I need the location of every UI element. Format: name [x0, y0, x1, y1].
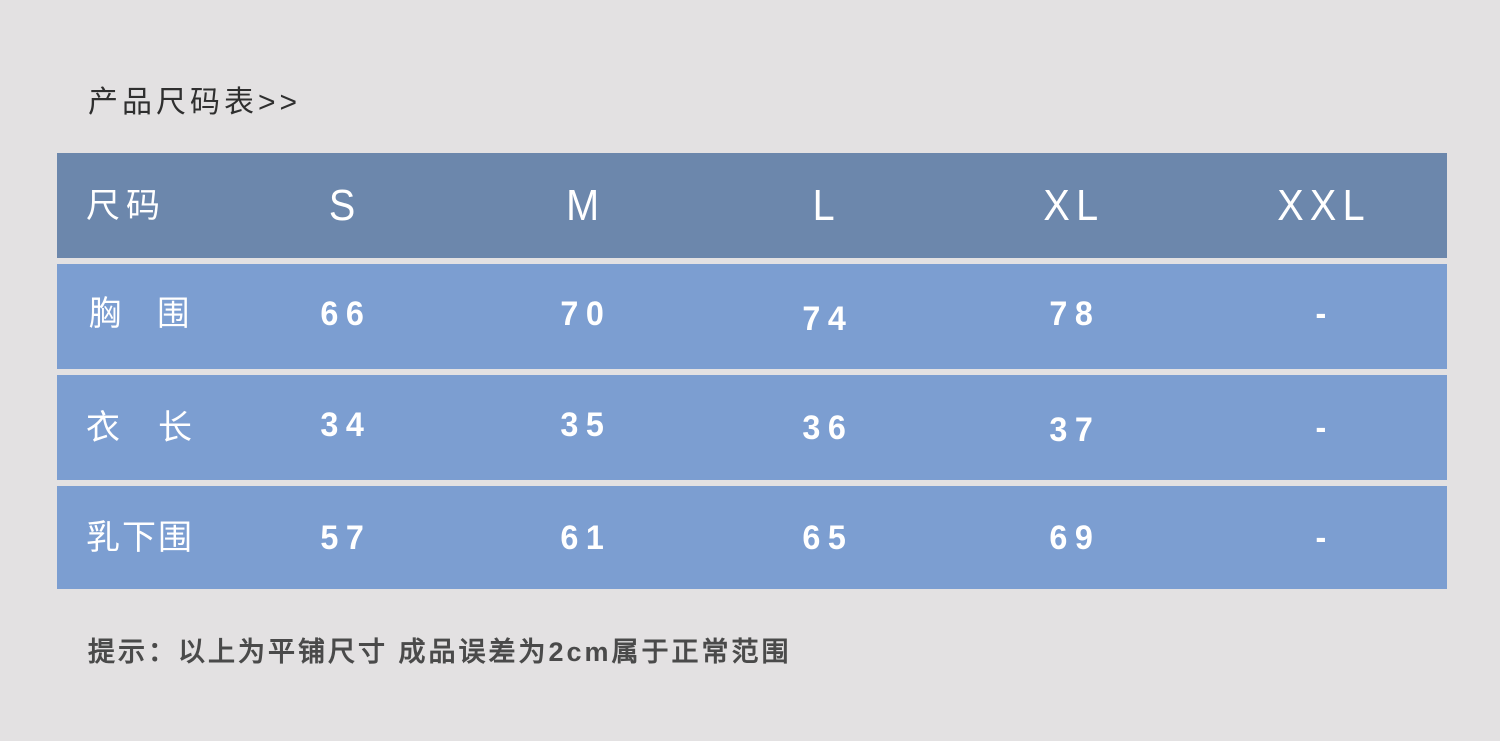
cell-underbust-xl: 69	[946, 486, 1195, 589]
row-label-underbust: 乳下围	[57, 486, 220, 589]
header-cell-s: S	[220, 153, 463, 258]
cell-length-xxl-value: -	[1315, 408, 1335, 447]
cell-chest-xxl-value: -	[1315, 294, 1335, 333]
cell-underbust-s: 57	[220, 486, 463, 589]
table-row-underbust: 乳下围 57 61 65 69 -	[57, 486, 1447, 589]
header-xl-text: XL	[1043, 180, 1105, 230]
cell-length-xl: 37	[946, 375, 1195, 480]
table-row-chest: 胸 围 66 70 74 78 -	[57, 264, 1447, 369]
header-size-label-text: 尺码	[86, 186, 166, 225]
cell-underbust-xxl-value: -	[1315, 518, 1335, 557]
row-label-chest: 胸 围	[57, 264, 220, 369]
header-l-text: L	[812, 180, 842, 230]
cell-underbust-xl-value: 69	[1048, 518, 1101, 557]
table-row-length: 衣 长 34 35 36 37 -	[57, 375, 1447, 480]
header-cell-l: L	[701, 153, 946, 258]
cell-chest-xl: 78	[946, 264, 1195, 369]
note-text: 提示：以上为平铺尺寸 成品误差为2cm属于正常范围	[88, 637, 792, 667]
cell-length-l: 36	[701, 375, 946, 480]
cell-length-xl-value: 37	[1048, 410, 1101, 449]
header-cell-size-label: 尺码	[57, 153, 220, 258]
cell-underbust-m: 61	[463, 486, 701, 589]
cell-chest-xl-value: 78	[1048, 294, 1101, 333]
cell-chest-m: 70	[463, 264, 701, 369]
page-title: 产品尺码表>>	[88, 86, 302, 119]
cell-chest-s: 66	[220, 264, 463, 369]
cell-chest-m-value: 70	[560, 294, 612, 333]
cell-length-s-value: 34	[319, 405, 372, 444]
row-label-underbust-text: 乳下围	[86, 518, 194, 557]
cell-underbust-m-value: 61	[560, 518, 612, 557]
size-chart-table: 尺码 S M L XL XXL 胸 围 66 70 74 78 - 衣 长 34…	[57, 153, 1447, 589]
cell-length-s: 34	[220, 375, 463, 480]
cell-underbust-l: 65	[701, 486, 946, 589]
header-cell-m: M	[463, 153, 701, 258]
header-cell-xl: XL	[946, 153, 1195, 258]
cell-underbust-xxl: -	[1195, 486, 1447, 589]
cell-chest-l: 74	[701, 264, 946, 369]
header-s-text: S	[328, 180, 362, 230]
cell-underbust-s-value: 57	[319, 518, 372, 557]
cell-chest-l-value: 74	[801, 299, 854, 338]
row-label-chest-text: 胸 围	[88, 294, 192, 333]
cell-chest-s-value: 66	[319, 294, 372, 333]
cell-length-xxl: -	[1195, 375, 1447, 480]
cell-length-m: 35	[463, 375, 701, 480]
cell-underbust-l-value: 65	[801, 518, 854, 557]
header-cell-xxl: XXL	[1195, 153, 1447, 258]
header-xxl-text: XXL	[1277, 180, 1372, 230]
cell-chest-xxl: -	[1195, 264, 1447, 369]
header-m-text: M	[565, 180, 606, 230]
row-label-length-text: 衣 长	[86, 408, 194, 447]
cell-length-l-value: 36	[801, 408, 854, 447]
row-label-length: 衣 长	[57, 375, 220, 480]
cell-length-m-value: 35	[560, 405, 612, 444]
table-header-row: 尺码 S M L XL XXL	[57, 153, 1447, 258]
